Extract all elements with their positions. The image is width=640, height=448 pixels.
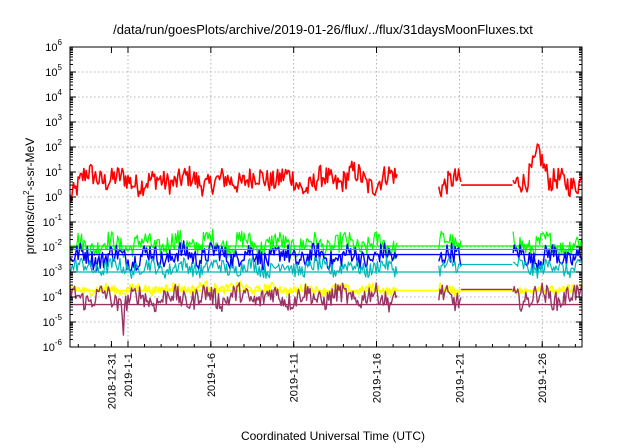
series-trace bbox=[69, 160, 398, 203]
series-cyan bbox=[69, 248, 582, 279]
y-tick-label: 10-3 bbox=[43, 263, 63, 279]
y-tick-label: 106 bbox=[45, 38, 62, 54]
y-tick-label: 10-2 bbox=[43, 238, 63, 254]
x-tick-label: 2018-12-31 bbox=[106, 353, 118, 409]
x-axis-label: Coordinated Universal Time (UTC) bbox=[241, 429, 425, 443]
series-trace bbox=[438, 284, 462, 312]
series-purple bbox=[69, 282, 583, 336]
y-tick-label: 105 bbox=[45, 63, 62, 79]
series-red bbox=[69, 143, 583, 203]
y-tick-label: 101 bbox=[45, 163, 62, 179]
y-tick-label: 10-4 bbox=[43, 288, 63, 304]
series-trace bbox=[69, 282, 398, 336]
series-trace bbox=[69, 256, 398, 279]
series-trace bbox=[512, 143, 583, 198]
y-tick-label: 104 bbox=[45, 88, 62, 104]
x-tick-label: 2019-1-26 bbox=[537, 353, 549, 403]
x-tick-label: 2019-1-1 bbox=[123, 353, 135, 397]
series-trace bbox=[438, 257, 462, 277]
y-tick-label: 100 bbox=[45, 188, 62, 204]
series-trace bbox=[512, 257, 582, 279]
y-tick-label: 10-1 bbox=[43, 213, 63, 229]
y-tick-label: 10-6 bbox=[43, 338, 63, 354]
series-trace bbox=[438, 168, 462, 198]
series-layer bbox=[69, 143, 583, 336]
x-tick-label: 2019-1-11 bbox=[289, 353, 301, 402]
series-trace bbox=[512, 231, 583, 259]
y-axis-label: protons/cm2-s-sr-MeV bbox=[22, 138, 37, 254]
series-trace bbox=[69, 240, 398, 273]
x-tick-label: 2019-1-21 bbox=[454, 353, 466, 403]
y-tick-label: 103 bbox=[45, 113, 62, 129]
series-trace bbox=[438, 230, 462, 251]
series-trace bbox=[512, 283, 582, 296]
chart-title: /data/run/goesPlots/archive/2019-01-26/f… bbox=[113, 22, 533, 37]
series-trace bbox=[512, 282, 583, 312]
y-tick-label: 102 bbox=[45, 138, 62, 154]
x-tick-label: 2019-1-16 bbox=[372, 353, 384, 403]
y-tick-label: 10-5 bbox=[43, 313, 63, 329]
axes: 10-6 10-5 10-4 10-3 10-2 10-1 100 101 102 103 104 1… bbox=[43, 38, 582, 409]
series-trace bbox=[512, 244, 583, 272]
x-tick-label: 2019-1-6 bbox=[206, 353, 218, 397]
series-yellow bbox=[69, 280, 582, 297]
